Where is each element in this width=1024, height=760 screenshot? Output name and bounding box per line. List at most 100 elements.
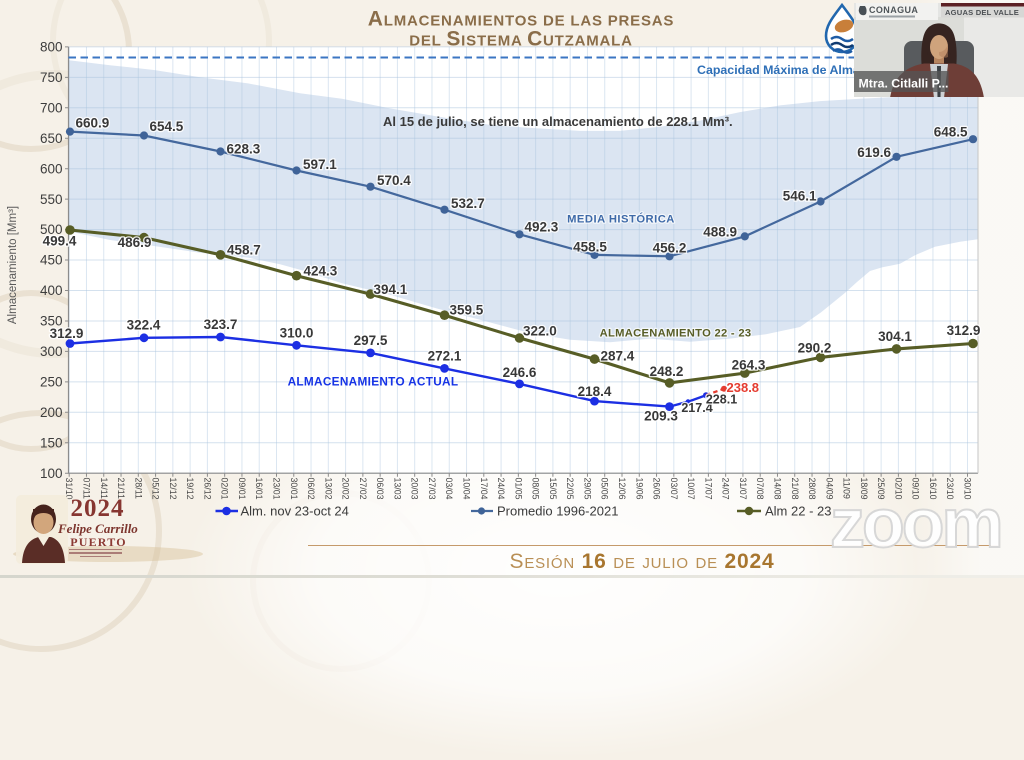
svg-text:248.2: 248.2	[650, 364, 684, 379]
svg-text:Promedio 1996-2021: Promedio 1996-2021	[497, 504, 618, 519]
svg-text:21/11: 21/11	[116, 478, 126, 499]
svg-text:312.9: 312.9	[50, 326, 84, 341]
svg-text:14/08: 14/08	[773, 478, 783, 500]
svg-text:228.1: 228.1	[706, 393, 737, 407]
svg-text:19/06: 19/06	[634, 478, 644, 500]
svg-text:250: 250	[40, 374, 63, 389]
svg-text:648.5: 648.5	[934, 124, 968, 139]
svg-text:CONAGUA: CONAGUA	[869, 5, 918, 15]
svg-text:01/05: 01/05	[513, 478, 523, 500]
svg-text:07/11: 07/11	[82, 478, 92, 499]
svg-text:492.3: 492.3	[525, 220, 559, 235]
svg-text:05/06: 05/06	[600, 478, 610, 500]
svg-text:619.6: 619.6	[857, 145, 891, 160]
svg-text:25/09: 25/09	[876, 478, 886, 500]
svg-text:456.2: 456.2	[653, 240, 687, 255]
svg-text:246.6: 246.6	[503, 365, 537, 380]
svg-text:450: 450	[40, 253, 63, 268]
svg-text:500: 500	[40, 222, 63, 237]
svg-text:424.3: 424.3	[304, 264, 338, 279]
svg-text:DEL SISTEMA CUTZAMALA: DEL SISTEMA CUTZAMALA	[409, 28, 633, 51]
svg-text:14/11: 14/11	[99, 478, 109, 499]
svg-text:10/04: 10/04	[462, 478, 472, 500]
svg-text:750: 750	[40, 70, 63, 85]
svg-text:546.1: 546.1	[783, 189, 817, 204]
svg-text:28/11: 28/11	[133, 478, 143, 499]
svg-text:209.3: 209.3	[644, 409, 678, 424]
svg-text:Mtra. Citlalli P...: Mtra. Citlalli P...	[859, 76, 949, 90]
svg-text:359.5: 359.5	[450, 303, 484, 318]
svg-text:28/08: 28/08	[807, 478, 817, 500]
svg-text:700: 700	[40, 100, 63, 115]
svg-text:660.9: 660.9	[76, 116, 110, 131]
svg-text:300: 300	[40, 344, 63, 359]
svg-text:218.4: 218.4	[578, 384, 612, 399]
svg-text:23/10: 23/10	[945, 478, 955, 500]
svg-text:150: 150	[40, 435, 63, 450]
svg-text:458.7: 458.7	[227, 243, 261, 258]
svg-text:AGUAS DEL VALLE: AGUAS DEL VALLE	[945, 8, 1019, 17]
svg-text:597.1: 597.1	[303, 157, 337, 172]
svg-text:24/04: 24/04	[496, 478, 506, 500]
svg-text:238.8: 238.8	[727, 380, 760, 395]
svg-text:12/06: 12/06	[617, 478, 627, 500]
svg-text:29/05: 29/05	[583, 478, 593, 500]
svg-text:26/06: 26/06	[652, 478, 662, 500]
svg-text:16/10: 16/10	[928, 478, 938, 500]
svg-text:11/09: 11/09	[842, 478, 852, 499]
svg-text:ALMACENAMIENTOS DE LAS PRESAS: ALMACENAMIENTOS DE LAS PRESAS	[368, 8, 674, 31]
svg-text:ALMACENAMIENTO ACTUAL: ALMACENAMIENTO ACTUAL	[288, 375, 459, 389]
svg-text:20/02: 20/02	[341, 478, 351, 500]
svg-text:20/03: 20/03	[410, 478, 420, 500]
svg-text:08/05: 08/05	[531, 478, 541, 500]
svg-text:15/05: 15/05	[548, 478, 558, 500]
svg-text:297.5: 297.5	[354, 333, 388, 348]
svg-text:287.4: 287.4	[601, 349, 635, 364]
svg-text:290.2: 290.2	[798, 341, 832, 356]
svg-text:310.0: 310.0	[280, 326, 314, 341]
svg-text:13/03: 13/03	[392, 478, 402, 500]
svg-text:03/07: 03/07	[669, 478, 679, 500]
svg-text:23/01: 23/01	[272, 478, 282, 500]
svg-text:272.1: 272.1	[428, 349, 462, 364]
svg-text:02/10: 02/10	[893, 478, 903, 500]
svg-text:31/10: 31/10	[64, 478, 74, 500]
svg-text:350: 350	[40, 314, 63, 329]
svg-text:628.3: 628.3	[227, 142, 261, 157]
svg-text:30/10: 30/10	[963, 478, 973, 500]
svg-text:03/04: 03/04	[444, 478, 454, 500]
svg-text:304.1: 304.1	[878, 329, 912, 344]
svg-text:09/10: 09/10	[911, 478, 921, 500]
svg-text:17/04: 17/04	[479, 478, 489, 500]
svg-text:394.1: 394.1	[374, 282, 408, 297]
svg-text:600: 600	[40, 161, 63, 176]
svg-text:312.9: 312.9	[947, 323, 981, 338]
svg-text:24/07: 24/07	[721, 478, 731, 500]
svg-text:800: 800	[40, 40, 63, 55]
svg-text:Alm. nov 23-oct 24: Alm. nov 23-oct 24	[241, 504, 349, 519]
svg-text:264.3: 264.3	[732, 358, 766, 373]
svg-text:27/02: 27/02	[358, 478, 368, 500]
svg-text:550: 550	[40, 192, 63, 207]
svg-text:06/02: 06/02	[306, 478, 316, 500]
svg-text:100: 100	[40, 466, 63, 481]
svg-text:12/12: 12/12	[168, 478, 178, 500]
svg-text:570.4: 570.4	[377, 173, 411, 188]
svg-text:27/03: 27/03	[427, 478, 437, 500]
svg-text:05/12: 05/12	[151, 478, 161, 500]
svg-text:654.5: 654.5	[150, 119, 184, 134]
svg-text:MEDIA HISTÓRICA: MEDIA HISTÓRICA	[567, 213, 675, 226]
svg-text:07/08: 07/08	[755, 478, 765, 500]
svg-text:ALMACENAMIENTO 22 - 23: ALMACENAMIENTO 22 - 23	[600, 328, 752, 340]
svg-text:10/07: 10/07	[686, 478, 696, 500]
svg-text:322.0: 322.0	[523, 324, 557, 339]
svg-text:458.5: 458.5	[573, 240, 607, 255]
svg-text:650: 650	[40, 131, 63, 146]
svg-text:09/01: 09/01	[237, 478, 247, 500]
svg-text:13/02: 13/02	[323, 478, 333, 500]
svg-text:22/05: 22/05	[565, 478, 575, 500]
svg-text:04/09: 04/09	[824, 478, 834, 500]
svg-text:30/01: 30/01	[289, 478, 299, 500]
svg-text:499.4: 499.4	[43, 234, 77, 249]
svg-text:Alm 22 - 23: Alm 22 - 23	[765, 504, 831, 519]
